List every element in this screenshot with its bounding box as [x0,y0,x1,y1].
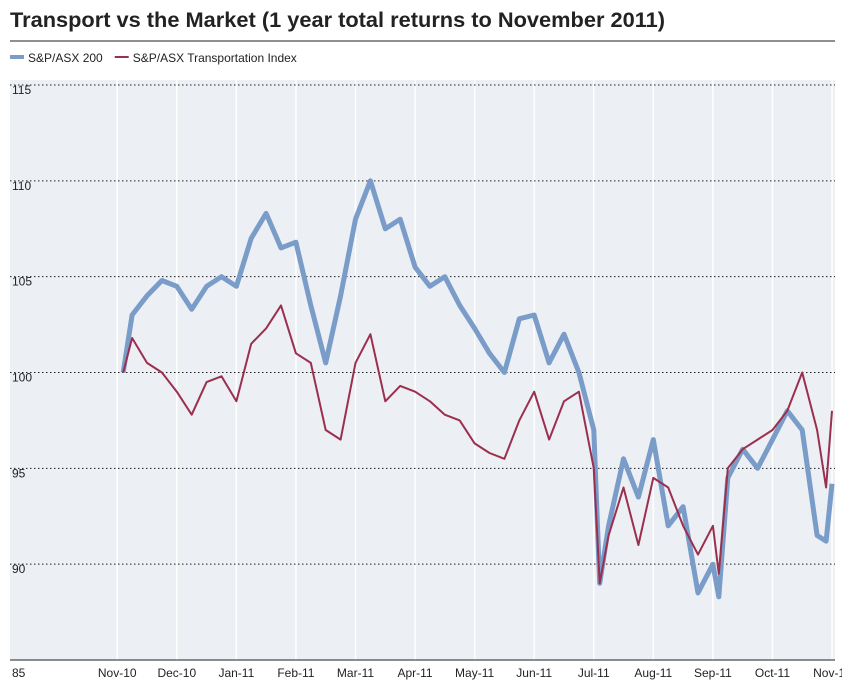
x-tick-label: Mar-11 [337,666,374,680]
x-tick-label: Sep-11 [694,666,732,680]
legend-label: S&P/ASX Transportation Index [133,51,297,65]
x-tick-label: Jun-11 [516,666,552,680]
y-tick-label: 110 [12,179,31,193]
y-tick-label: 95 [12,466,26,480]
x-tick-label: Dec-10 [157,666,196,680]
y-tick-label: 100 [12,371,32,385]
chart-title: Transport vs the Market (1 year total re… [10,9,665,32]
plot-background [10,80,835,660]
y-tick-label: 105 [12,275,32,289]
series-line [122,304,833,585]
x-tick-label: Nov-11 [813,666,842,680]
x-tick-label: May-11 [455,666,494,680]
x-tick-label: Jan-11 [218,666,254,680]
x-tick-label: Aug-11 [634,666,672,680]
y-tick-label: 115 [12,83,31,97]
x-tick-label: Jul-11 [578,666,610,680]
x-tick-label: Feb-11 [277,666,314,680]
x-tick-label: Apr-11 [397,666,432,680]
series-line [120,178,835,600]
x-tick-label: Nov-10 [98,666,137,680]
legend-label: S&P/ASX 200 [28,51,103,65]
x-tick-label: Oct-11 [755,666,790,680]
y-tick-label: 90 [12,562,26,576]
y-tick-label: 85 [12,666,26,680]
